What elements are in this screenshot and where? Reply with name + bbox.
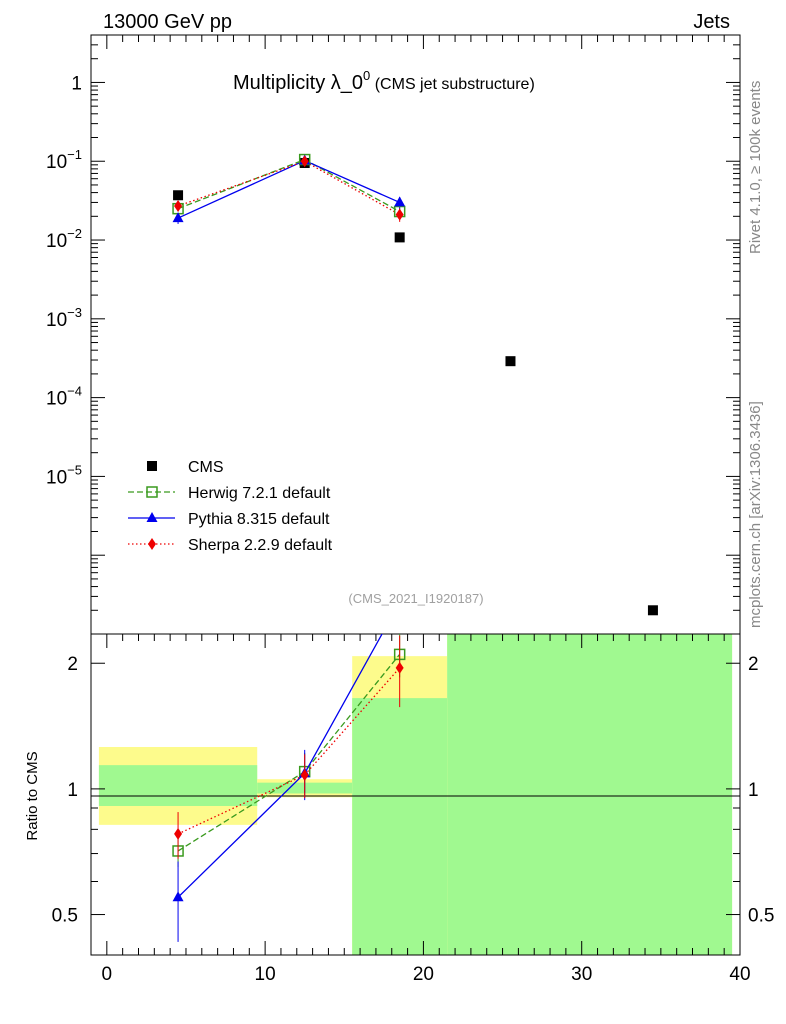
main-data-point (300, 155, 309, 168)
main-y-tick-exponent: −1 (67, 147, 82, 162)
main-y-tick-exponent: −2 (67, 226, 82, 241)
ratio-band-stat (352, 698, 448, 955)
main-y-tick-base: 10 (46, 231, 67, 252)
plot-title: Multiplicity λ_00 (CMS jet substructure) (233, 68, 535, 94)
main-y-tick-label: 10−2 (46, 226, 82, 252)
main-series-line (177, 160, 400, 216)
legend-label: CMS (188, 459, 224, 476)
ratio-plot-frame (90, 633, 741, 956)
analysis-reference: (CMS_2021_I1920187) (348, 591, 483, 606)
ratio-series-clipped (172, 634, 406, 942)
ratio-data-point (172, 891, 184, 902)
header-right-label: Jets (693, 11, 730, 33)
ratio-y-tick-label-left: 1 (67, 780, 78, 801)
main-x-ticks (106, 35, 741, 49)
ratio-y-tick-label-right: 1 (748, 780, 759, 801)
main-data-point (394, 232, 405, 243)
ratio-series (172, 634, 406, 942)
main-y-tick-base: 10 (46, 467, 67, 488)
main-series (172, 153, 658, 616)
ratio-x-tick-label: 0 (102, 964, 113, 985)
legend-marker (146, 512, 158, 522)
legend-marker (146, 486, 158, 498)
plot-title-main: Multiplicity λ_0 (233, 72, 363, 94)
ratio-axes: 0 10 20 30 40 0.5 0.5 1 1 2 2 (52, 634, 774, 985)
plot-title-sup: 0 (363, 68, 370, 83)
ratio-data-point (300, 768, 309, 781)
ratio-x-tick-label: 30 (571, 964, 592, 985)
main-y-tick-label: 10−3 (46, 305, 82, 331)
main-y-tick-base: 10 (46, 389, 67, 410)
legend-label: Herwig 7.2.1 default (188, 485, 331, 502)
main-y-tick-base: 1 (71, 73, 82, 94)
ratio-x-tick-label: 40 (729, 964, 750, 985)
ratio-band-stat (98, 765, 258, 806)
main-y-tick-exponent: −4 (67, 384, 82, 399)
main-data-point (647, 605, 658, 616)
main-y-tick-label: 10−1 (46, 147, 82, 173)
rivet-version-label: Rivet 4.1.0, ≥ 100k events (747, 81, 764, 254)
main-y-tick-exponent: −5 (67, 462, 82, 477)
main-data-point (173, 190, 184, 201)
main-y-tick-base: 10 (46, 152, 67, 173)
header-left-label: 13000 GeV pp (103, 11, 232, 33)
ratio-x-tick-label: 10 (255, 964, 276, 985)
ratio-y-tick-label-left: 0.5 (52, 906, 78, 927)
legend-marker (147, 461, 157, 471)
ratio-data-point (174, 827, 183, 840)
main-y-tick-exponent: −3 (67, 305, 82, 320)
ratio-x-tick-label: 20 (413, 964, 434, 985)
main-data-point (395, 208, 404, 221)
main-y-tick-label: 10−5 (46, 462, 82, 488)
ratio-y-tick-label-right: 2 (748, 654, 759, 675)
ratio-band-stat (447, 634, 733, 955)
ratio-y-tick-label-left: 2 (67, 654, 78, 675)
main-data-point (172, 212, 184, 223)
main-series-line (177, 159, 400, 219)
main-y-tick-base: 10 (46, 310, 67, 331)
main-y-tick-label: 1 (71, 73, 82, 94)
legend: CMS Herwig 7.2.1 default Pythia 8.315 defa… (128, 459, 333, 554)
legend-label: Sherpa 2.2.9 default (188, 537, 333, 554)
legend-label: Pythia 8.315 default (188, 511, 330, 528)
plot-title-sub: (CMS jet substructure) (370, 76, 534, 93)
mcplots-label: mcplots.cern.ch [arXiv:1306.3436] (747, 401, 764, 628)
main-data-point (394, 196, 406, 207)
main-data-point (174, 200, 183, 213)
ratio-y-tick-label-right: 0.5 (748, 906, 774, 927)
main-y-tick-label: 10−4 (46, 384, 82, 410)
ratio-data-point (395, 661, 404, 674)
legend-marker (148, 538, 156, 550)
ratio-y-axis-label: Ratio to CMS (24, 751, 41, 840)
main-data-point (505, 356, 516, 367)
ratio-bands (98, 634, 733, 955)
